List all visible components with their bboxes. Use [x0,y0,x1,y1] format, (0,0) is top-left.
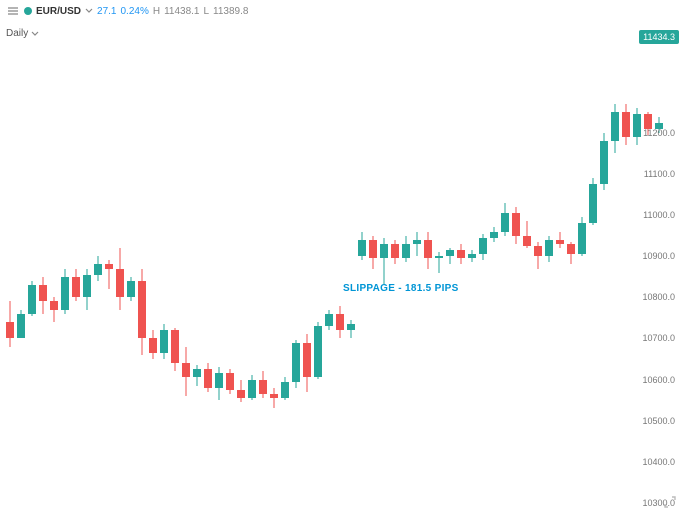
candle [545,22,553,511]
candle [567,22,575,511]
low-label: L [203,6,209,17]
y-tick-label: 10800.0 [642,292,675,302]
candle [578,22,586,511]
candle [314,22,322,511]
symbol-label: EUR/USD [36,6,81,17]
candle [83,22,91,511]
candle [611,22,619,511]
candle [39,22,47,511]
top-bar: EUR/USD 27.1 0.24% H 11438.1 L 11389.8 [0,0,679,22]
candle [226,22,234,511]
candle [149,22,157,511]
candle [325,22,333,511]
y-tick-label: 10500.0 [642,416,675,426]
y-tick-label: 10900.0 [642,251,675,261]
candle [61,22,69,511]
candle [380,22,388,511]
candle [589,22,597,511]
candle [501,22,509,511]
candle [303,22,311,511]
candle [72,22,80,511]
change-abs: 27.1 [97,6,116,17]
candle [402,22,410,511]
slippage-annotation: SLIPPAGE - 181.5 PIPS [343,283,459,294]
y-tick-label: 10700.0 [642,333,675,343]
candle [391,22,399,511]
candle [424,22,432,511]
candle [204,22,212,511]
status-dot-icon [24,7,32,15]
candle [556,22,564,511]
candle [468,22,476,511]
candle [512,22,520,511]
y-axis: 10300.010400.010500.010600.010700.010800… [631,22,679,511]
candle [336,22,344,511]
candle [237,22,245,511]
candle [523,22,531,511]
candle [17,22,25,511]
candle [259,22,267,511]
candle [6,22,14,511]
candle [270,22,278,511]
y-tick-label: 11200.0 [643,128,675,138]
candle [369,22,377,511]
candle [281,22,289,511]
candle [215,22,223,511]
candle [28,22,36,511]
y-tick-label: 10400.0 [642,457,675,467]
candle [50,22,58,511]
candle [116,22,124,511]
candle [490,22,498,511]
candle [292,22,300,511]
last-price-badge: 11434.3 [639,30,679,44]
candle [182,22,190,511]
candle [413,22,421,511]
candle [94,22,102,511]
candle [479,22,487,511]
candle [171,22,179,511]
y-tick-label: 10600.0 [642,375,675,385]
high-label: H [153,6,160,17]
low-value: 11389.8 [213,6,248,17]
candle [457,22,465,511]
candle [193,22,201,511]
maximize-icon[interactable] [663,495,677,509]
candle [534,22,542,511]
candlestick-chart[interactable]: SLIPPAGE - 181.5 PIPS [0,22,631,511]
change-pct: 0.24% [120,6,148,17]
candle [446,22,454,511]
candle [347,22,355,511]
menu-icon[interactable] [6,4,20,18]
candle [435,22,443,511]
y-tick-label: 11100.0 [644,169,675,179]
chevron-down-icon[interactable] [85,7,93,15]
high-value: 11438.1 [164,6,199,17]
candle [127,22,135,511]
y-tick-label: 11000.0 [643,210,675,220]
candle [138,22,146,511]
candle [358,22,366,511]
candle [248,22,256,511]
candle [600,22,608,511]
candle [622,22,630,511]
candle [160,22,168,511]
candle [105,22,113,511]
